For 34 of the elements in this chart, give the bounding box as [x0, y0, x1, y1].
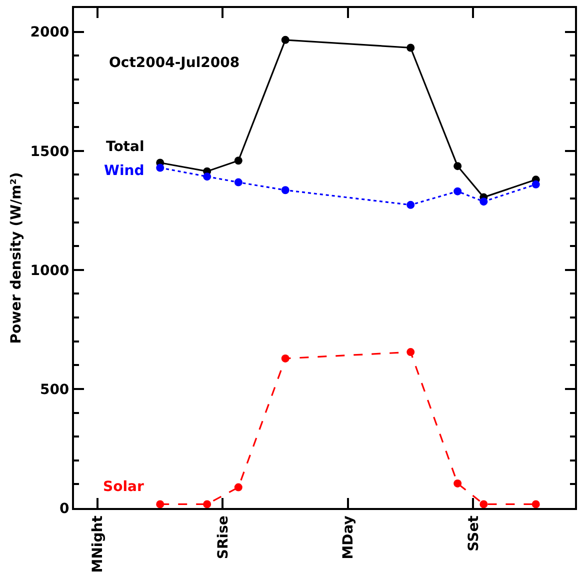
point [281, 36, 290, 44]
series-label: Wind [104, 163, 144, 179]
x-tick-label: SRise [215, 516, 232, 560]
y-tick-label: 1500 [30, 144, 70, 160]
y-axis-title: Power density (W/m²) [8, 172, 24, 344]
point [281, 354, 290, 362]
point [234, 178, 242, 186]
y-tick-label: 2000 [30, 24, 70, 41]
point [406, 44, 415, 52]
point [234, 156, 242, 165]
point [480, 500, 488, 508]
y-tick-label: 0 [59, 500, 70, 517]
point [532, 180, 540, 188]
point [203, 500, 212, 508]
x-tick-label: MDay [340, 516, 357, 560]
point [454, 187, 462, 196]
x-tick-label: MNight [90, 515, 106, 573]
point [156, 164, 164, 172]
point [454, 162, 462, 170]
point [406, 200, 415, 209]
y-tick-label: 1000 [30, 262, 70, 279]
point [406, 348, 415, 356]
point [454, 479, 462, 488]
point [156, 500, 164, 508]
series-label: Total [106, 139, 144, 155]
annotation: Oct2004-Jul2008 [109, 55, 240, 71]
point [480, 198, 488, 206]
point [281, 186, 290, 194]
point [532, 500, 540, 508]
x-tick-label: SSet [466, 515, 482, 552]
point [203, 172, 212, 181]
y-tick-label: 500 [40, 382, 70, 398]
point [234, 483, 242, 492]
series-label: Solar [103, 479, 144, 495]
